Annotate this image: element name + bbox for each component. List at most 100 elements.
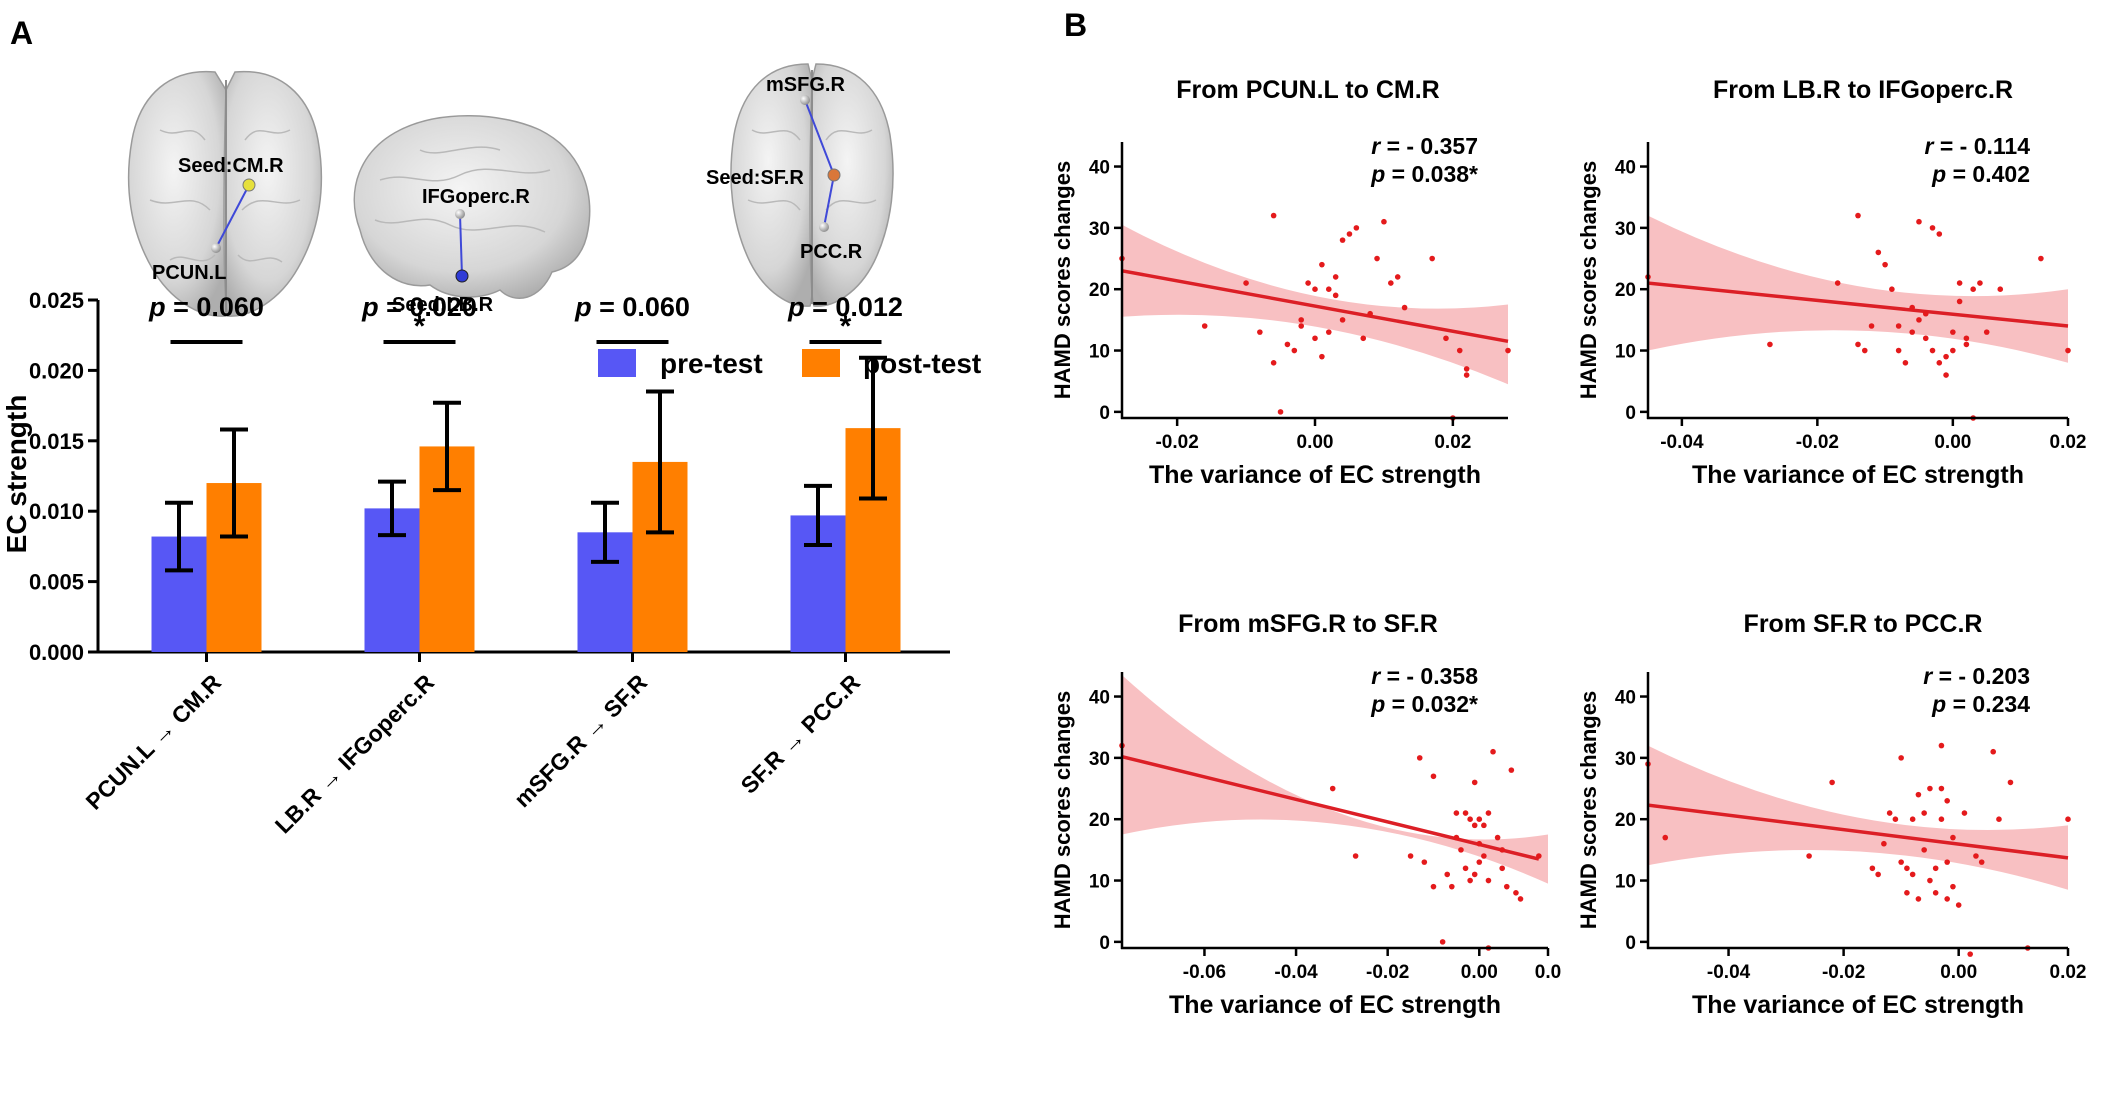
scatter-point <box>1353 225 1360 231</box>
scatter-y-tick-label: 0 <box>1625 933 1636 954</box>
scatter-point <box>1467 816 1473 822</box>
scatter-point <box>1898 859 1904 865</box>
legend-swatch-post <box>802 349 840 377</box>
scatter-point <box>1329 785 1336 792</box>
brain-label-ifgoperc: IFGoperc.R <box>422 186 530 208</box>
scatter-point <box>1449 883 1455 890</box>
scatter-panel-lb-ifgoperc: From LB.R to IFGoperc.R 0 10 20 30 40 -0.04 -0.… <box>1576 76 2086 489</box>
brain-label-pcc: PCC.R <box>800 241 863 263</box>
brain-view-2: IFGoperc.R Seed:LB.R <box>353 115 591 316</box>
scatter-x-tick-label: 0.00 <box>1940 962 1977 983</box>
scatter-point <box>1990 748 1997 755</box>
scatter-point <box>1869 865 1876 872</box>
scatter-y-axis-label: HAMD scores changes <box>1050 161 1075 399</box>
scatter-point <box>1955 902 1962 908</box>
regression-line <box>1121 269 1509 344</box>
scatter-point <box>1360 335 1367 342</box>
scatter-y-tick-label: 30 <box>1089 219 1110 240</box>
scatter-point <box>1476 816 1483 822</box>
scatter-point <box>1909 816 1916 822</box>
scatter-point <box>1298 323 1305 329</box>
regression-line <box>1647 803 2069 860</box>
scatter-point <box>1921 810 1927 816</box>
scatter-x-tick-label: -0.04 <box>1274 962 1318 983</box>
scatter-point <box>1443 335 1449 342</box>
scatter-point <box>1892 816 1899 822</box>
scatter-x-tick-label: 0.0 <box>1535 962 1561 983</box>
scatter-point <box>1284 341 1291 348</box>
brain-sulci <box>149 129 301 263</box>
bar-y-tick-label: 0.010 <box>29 499 84 524</box>
scatter-x-tick-label: 0.02 <box>2050 432 2087 453</box>
scatter-x-axis-label: The variance of EC strength <box>1692 461 2024 489</box>
brain-label-msfg: mSFG.R <box>766 74 845 96</box>
scatter-y-tick-label: 20 <box>1615 280 1636 301</box>
scatter-point <box>1312 286 1318 293</box>
scatter-point <box>1978 859 1985 865</box>
regression-line <box>1647 281 2069 328</box>
scatter-point <box>1929 225 1936 231</box>
bar-pvalue-label: p = 0.060 <box>148 292 264 322</box>
scatter-point <box>1961 810 1968 816</box>
scatter-point <box>1932 890 1939 896</box>
scatter-point <box>1916 218 1922 225</box>
panel-label-a: A <box>10 15 33 51</box>
scatter-point <box>1983 329 1990 335</box>
scatter-point <box>1915 896 1922 902</box>
scatter-x-axis-label: The variance of EC strength <box>1692 991 2024 1019</box>
scatter-point <box>1956 280 1963 286</box>
brain-right-hemisphere-3 <box>809 63 894 307</box>
scatter-point <box>1332 274 1339 280</box>
scatter-point <box>1938 816 1945 822</box>
scatter-point <box>1503 883 1510 890</box>
scatter-point <box>1967 951 1973 957</box>
scatter-point <box>1886 810 1893 816</box>
scatter-point <box>1767 341 1773 348</box>
scatter-x-tick-label: -0.02 <box>1796 432 1839 453</box>
scatter-point <box>1806 853 1812 859</box>
scatter-y-axis-label: HAMD scores changes <box>1050 691 1075 929</box>
scatter-point <box>1388 280 1394 286</box>
bar-y-tick-label: 0.020 <box>29 358 84 383</box>
bar-category-label: LB.R → IFGoperc.R <box>270 669 440 839</box>
scatter-point <box>1481 853 1487 859</box>
brain-label-pcun: PCUN.L <box>152 262 226 284</box>
scatter-point <box>1915 791 1922 798</box>
bar-chart: EC strength pre-test post-test 0.000 0.00… <box>1 288 981 838</box>
scatter-point <box>1339 317 1346 323</box>
scatter-x-tick-label: 0.02 <box>2050 962 2087 983</box>
scatter-point <box>1950 834 1956 841</box>
scatter-point <box>1319 261 1325 268</box>
node-pcun <box>211 243 221 253</box>
scatter-y-axis-label: HAMD scores changes <box>1576 161 1601 399</box>
scatter-point <box>1927 785 1933 792</box>
scatter-point <box>1416 755 1423 761</box>
scatter-point <box>1439 939 1446 945</box>
scatter-point <box>1996 816 2002 822</box>
scatter-point <box>1963 335 1970 342</box>
scatter-y-tick-label: 30 <box>1089 749 1110 770</box>
node-ifgoperc <box>455 209 465 219</box>
scatter-point <box>1875 871 1881 878</box>
scatter-point <box>1463 372 1470 378</box>
scatter-point <box>1494 834 1501 841</box>
scatter-panel-msfg-sf: From mSFG.R to SF.R 0 10 20 30 40 -0.06 -0.04 -0… <box>1050 610 1561 1019</box>
scatter-point <box>1499 847 1505 853</box>
scatter-point <box>1909 304 1915 311</box>
scatter-point <box>1513 890 1519 896</box>
scatter-point <box>1881 840 1887 847</box>
scatter-point <box>1895 347 1902 354</box>
significance-star: * <box>414 310 426 343</box>
scatter-point <box>1352 853 1359 859</box>
confidence-band <box>1648 745 2068 890</box>
scatter-point <box>1444 871 1451 878</box>
scatter-point <box>1270 360 1277 366</box>
bar-y-tick-label: 0.005 <box>29 570 84 595</box>
scatter-point <box>1909 329 1915 335</box>
scatter-point <box>1291 347 1298 354</box>
scatter-x-tick-label: 0.02 <box>1434 432 1471 453</box>
correlation-r: r = - 0.357 <box>1371 133 1478 159</box>
scatter-point <box>1902 360 1909 366</box>
correlation-r: r = - 0.114 <box>1924 133 2030 159</box>
bar-legend: pre-test post-test <box>598 348 981 379</box>
